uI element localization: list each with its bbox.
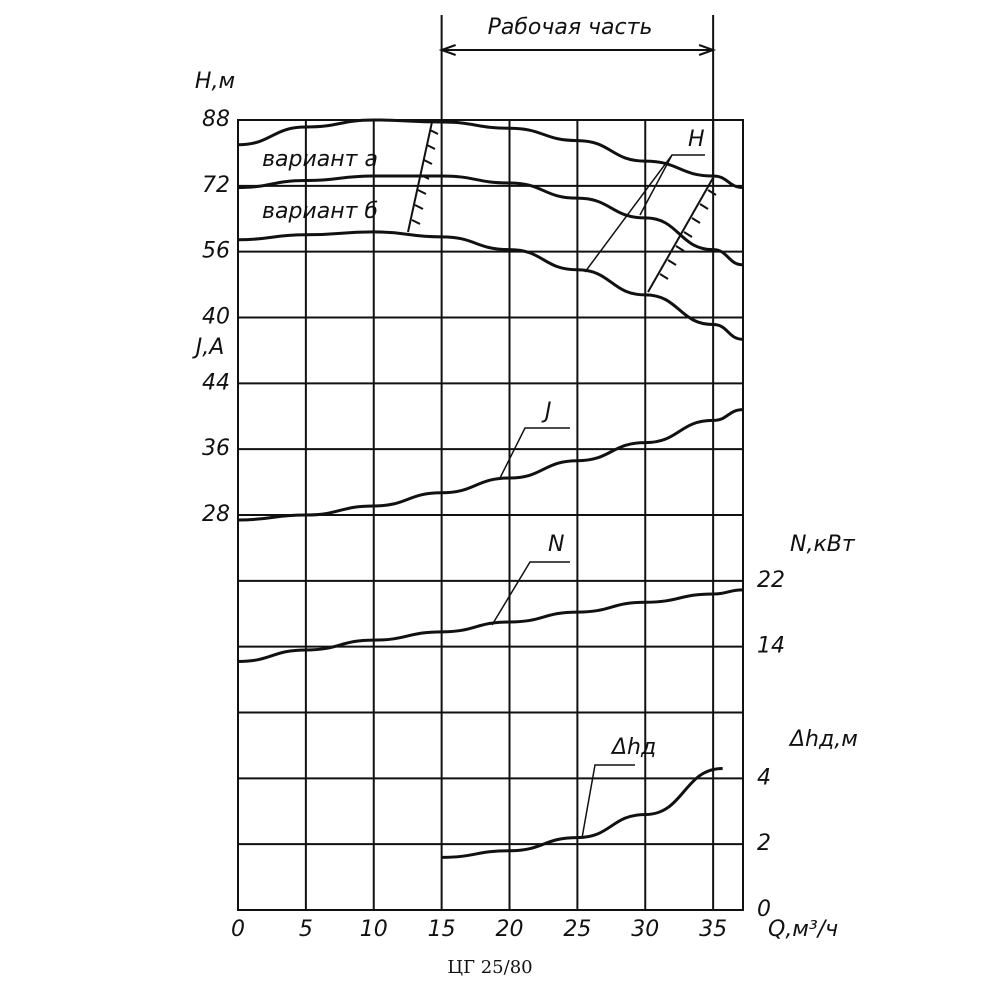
- curve-label: J: [541, 399, 552, 424]
- series-label: вариант б: [262, 199, 378, 224]
- series-label: вариант а: [262, 147, 378, 172]
- curve: [237, 118, 744, 189]
- y-tick-label: 40: [202, 305, 230, 330]
- curve-label: N: [548, 532, 564, 557]
- y-tick-label: 44: [202, 370, 230, 395]
- x-tick-label: 0: [231, 917, 245, 942]
- curve-label: H: [688, 127, 705, 152]
- y-axis-label: H,м: [195, 69, 235, 94]
- leader-line: [491, 561, 570, 626]
- x-tick-label: 20: [496, 917, 524, 942]
- y-tick-label: 28: [202, 502, 230, 527]
- x-axis-label: Q,м³/ч: [768, 917, 838, 942]
- chart-title: ЦГ 25/80: [447, 957, 532, 978]
- curve: [237, 408, 744, 522]
- y-tick-label: 72: [202, 173, 230, 198]
- curve: [237, 588, 744, 663]
- y-tick-label: 88: [202, 107, 230, 132]
- curve: [237, 174, 744, 267]
- y-tick-label: 14: [757, 634, 785, 659]
- curve: [237, 230, 744, 341]
- x-tick-label: 35: [699, 917, 727, 942]
- x-tick-label: 5: [299, 917, 313, 942]
- x-tick-label: 10: [360, 917, 388, 942]
- y-axis-label: Δhд,м: [788, 727, 858, 752]
- x-tick-label: 25: [563, 917, 591, 942]
- y-tick-label: 22: [757, 568, 785, 593]
- leader-line: [499, 427, 570, 479]
- hatch: [407, 121, 717, 293]
- y-tick-label: 0: [757, 897, 771, 922]
- curve-label: Δhд: [610, 735, 656, 760]
- work-range-label: Рабочая часть: [488, 15, 653, 40]
- y-tick-label: 4: [757, 765, 771, 790]
- y-tick-label: 56: [202, 239, 230, 264]
- x-tick-label: 30: [631, 917, 659, 942]
- x-tick-label: 15: [428, 917, 456, 942]
- y-tick-label: 36: [202, 436, 230, 461]
- y-tick-label: 2: [757, 831, 771, 856]
- y-axis-label: J,A: [192, 335, 225, 360]
- y-axis-label: N,кВт: [790, 532, 856, 557]
- leader-line: [581, 764, 635, 839]
- hatch-ticks: [659, 189, 717, 280]
- work-range-arrow: [438, 44, 717, 56]
- curve: [441, 766, 723, 859]
